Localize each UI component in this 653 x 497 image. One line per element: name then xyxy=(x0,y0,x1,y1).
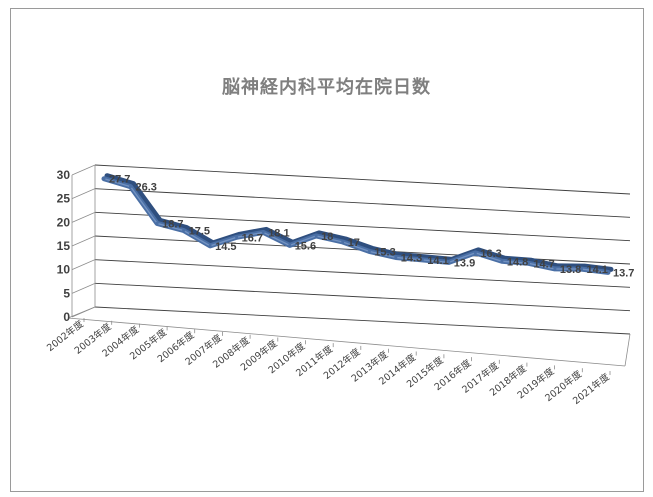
data-label: 14.1 xyxy=(427,255,448,267)
data-label: 14.1 xyxy=(587,264,608,276)
data-label: 17.5 xyxy=(189,226,210,238)
chart-frame xyxy=(10,8,644,492)
data-labels: 27.7 26.3 18.7 17.5 14.5 16.7 18.1 15.6 18 17 15.3… xyxy=(109,174,634,280)
data-label: 27.7 xyxy=(109,174,130,186)
data-point xyxy=(288,243,292,247)
data-label: 16.7 xyxy=(242,232,263,244)
data-point xyxy=(182,229,186,232)
side-gridline xyxy=(71,259,96,271)
side-gridline xyxy=(71,164,96,176)
side-gridline xyxy=(71,188,96,200)
data-label: 18.7 xyxy=(162,218,183,230)
data-label: 14.7 xyxy=(533,258,554,270)
gridline xyxy=(94,282,631,312)
data-point xyxy=(208,244,212,248)
y-tick-label: 0 xyxy=(63,310,70,324)
gridline xyxy=(94,259,631,288)
y-tick-label: 30 xyxy=(57,168,71,182)
side-gridline xyxy=(71,235,96,247)
data-point xyxy=(235,235,239,239)
data-point xyxy=(420,258,424,262)
data-point xyxy=(580,267,583,271)
data-point xyxy=(606,270,610,274)
data-point xyxy=(394,256,398,259)
gridline xyxy=(94,188,631,218)
data-point xyxy=(526,261,530,265)
data-point xyxy=(473,251,477,255)
data-point xyxy=(500,259,504,263)
data-point xyxy=(367,249,371,253)
data-point xyxy=(447,260,451,264)
data-point xyxy=(314,234,318,238)
data-label: 14.8 xyxy=(507,256,528,268)
series-highlight xyxy=(103,178,609,274)
floor-left-edge xyxy=(67,306,96,319)
floor-front-edge xyxy=(67,317,626,367)
data-series xyxy=(101,173,614,275)
y-tick-label: 5 xyxy=(63,286,70,300)
gridline xyxy=(94,306,631,335)
data-label: 14.5 xyxy=(215,241,236,253)
data-label: 13.7 xyxy=(613,267,634,279)
y-tick-label: 10 xyxy=(57,263,71,277)
floor-right-edge xyxy=(624,333,631,367)
data-label: 18 xyxy=(321,231,333,243)
side-gridline xyxy=(71,211,96,223)
data-label: 15.6 xyxy=(295,240,316,252)
data-label: 15.3 xyxy=(374,246,395,258)
data-label: 18.1 xyxy=(268,227,289,239)
data-point xyxy=(341,240,345,244)
gridline xyxy=(94,164,631,195)
data-label: 13.8 xyxy=(560,264,581,276)
axes xyxy=(67,165,631,375)
y-tick-label: 25 xyxy=(57,192,71,206)
y-axis-ticks: 0 5 10 15 20 25 30 xyxy=(57,168,71,324)
x-axis-ticks: 2002年度2003年度2004年度2005年度2006年度2007年度2008… xyxy=(44,318,612,407)
data-label: 16.3 xyxy=(480,248,501,260)
data-point xyxy=(155,221,159,225)
series-shadow xyxy=(104,173,614,272)
chart-title: 脳神経内科平均在院日数 xyxy=(222,77,431,98)
data-label: 26.3 xyxy=(136,182,157,194)
gridline xyxy=(94,211,631,242)
y-tick-label: 20 xyxy=(57,215,71,229)
data-point xyxy=(102,177,106,181)
data-label: 13.9 xyxy=(454,257,475,269)
y-tick-label: 15 xyxy=(57,239,71,253)
data-point xyxy=(553,267,557,271)
data-point xyxy=(261,230,265,234)
side-gridline xyxy=(71,282,96,294)
data-label: 17 xyxy=(348,237,360,249)
data-label: 14.3 xyxy=(401,253,422,265)
data-point xyxy=(129,185,132,189)
